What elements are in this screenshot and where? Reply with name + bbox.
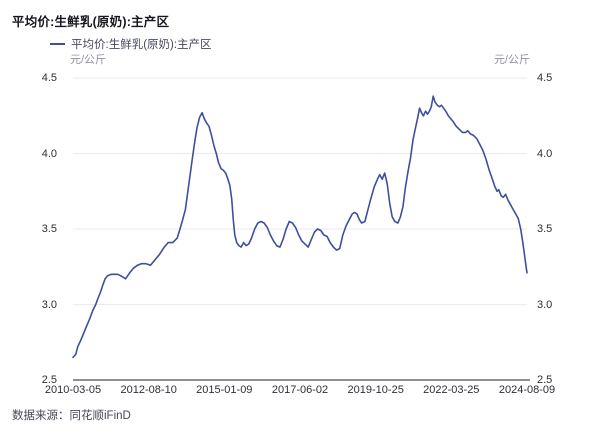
y-axis-unit-left: 元/公斤 bbox=[70, 54, 107, 66]
y-tick-left-4-5: 4.5 bbox=[41, 72, 57, 84]
x-tick-2024-08-09: 2024-08-09 bbox=[498, 384, 556, 396]
y-axis-unit-right: 元/公斤 bbox=[493, 54, 530, 66]
y-tick-right-4-0: 4.0 bbox=[537, 147, 553, 160]
data-source: 数据来源：同花顺iFinD bbox=[12, 410, 131, 422]
x-tick-2010-03-05: 2010-03-05 bbox=[44, 384, 102, 396]
legend: 平均价:生鲜乳(原奶):主产区 bbox=[50, 37, 212, 51]
x-tick-2022-03-25: 2022-03-25 bbox=[423, 384, 480, 396]
legend-line-swatch bbox=[50, 42, 65, 46]
y-tick-left-4-0: 4.0 bbox=[41, 147, 57, 160]
y-tick-left-3-5: 3.5 bbox=[41, 223, 57, 235]
y-tick-right-2-5: 2.5 bbox=[537, 374, 553, 386]
series-line bbox=[72, 95, 528, 359]
x-tick-2019-10-25: 2019-10-25 bbox=[347, 384, 404, 396]
y-tick-left-2-5: 2.5 bbox=[41, 374, 57, 386]
x-tick-2017-06-02: 2017-06-02 bbox=[271, 384, 329, 396]
chart-title: 平均价:生鲜乳(原奶):主产区 bbox=[12, 15, 170, 29]
y-tick-left-3-0: 3.0 bbox=[41, 298, 57, 311]
x-tick-2015-01-09: 2015-01-09 bbox=[196, 384, 253, 396]
y-tick-right-4-5: 4.5 bbox=[537, 72, 553, 84]
y-tick-right-3-5: 3.5 bbox=[537, 223, 553, 235]
legend-label: 平均价:生鲜乳(原奶):主产区 bbox=[71, 39, 212, 51]
x-tick-2012-08-10: 2012-08-10 bbox=[120, 384, 177, 396]
y-tick-right-3-0: 3.0 bbox=[537, 298, 553, 311]
